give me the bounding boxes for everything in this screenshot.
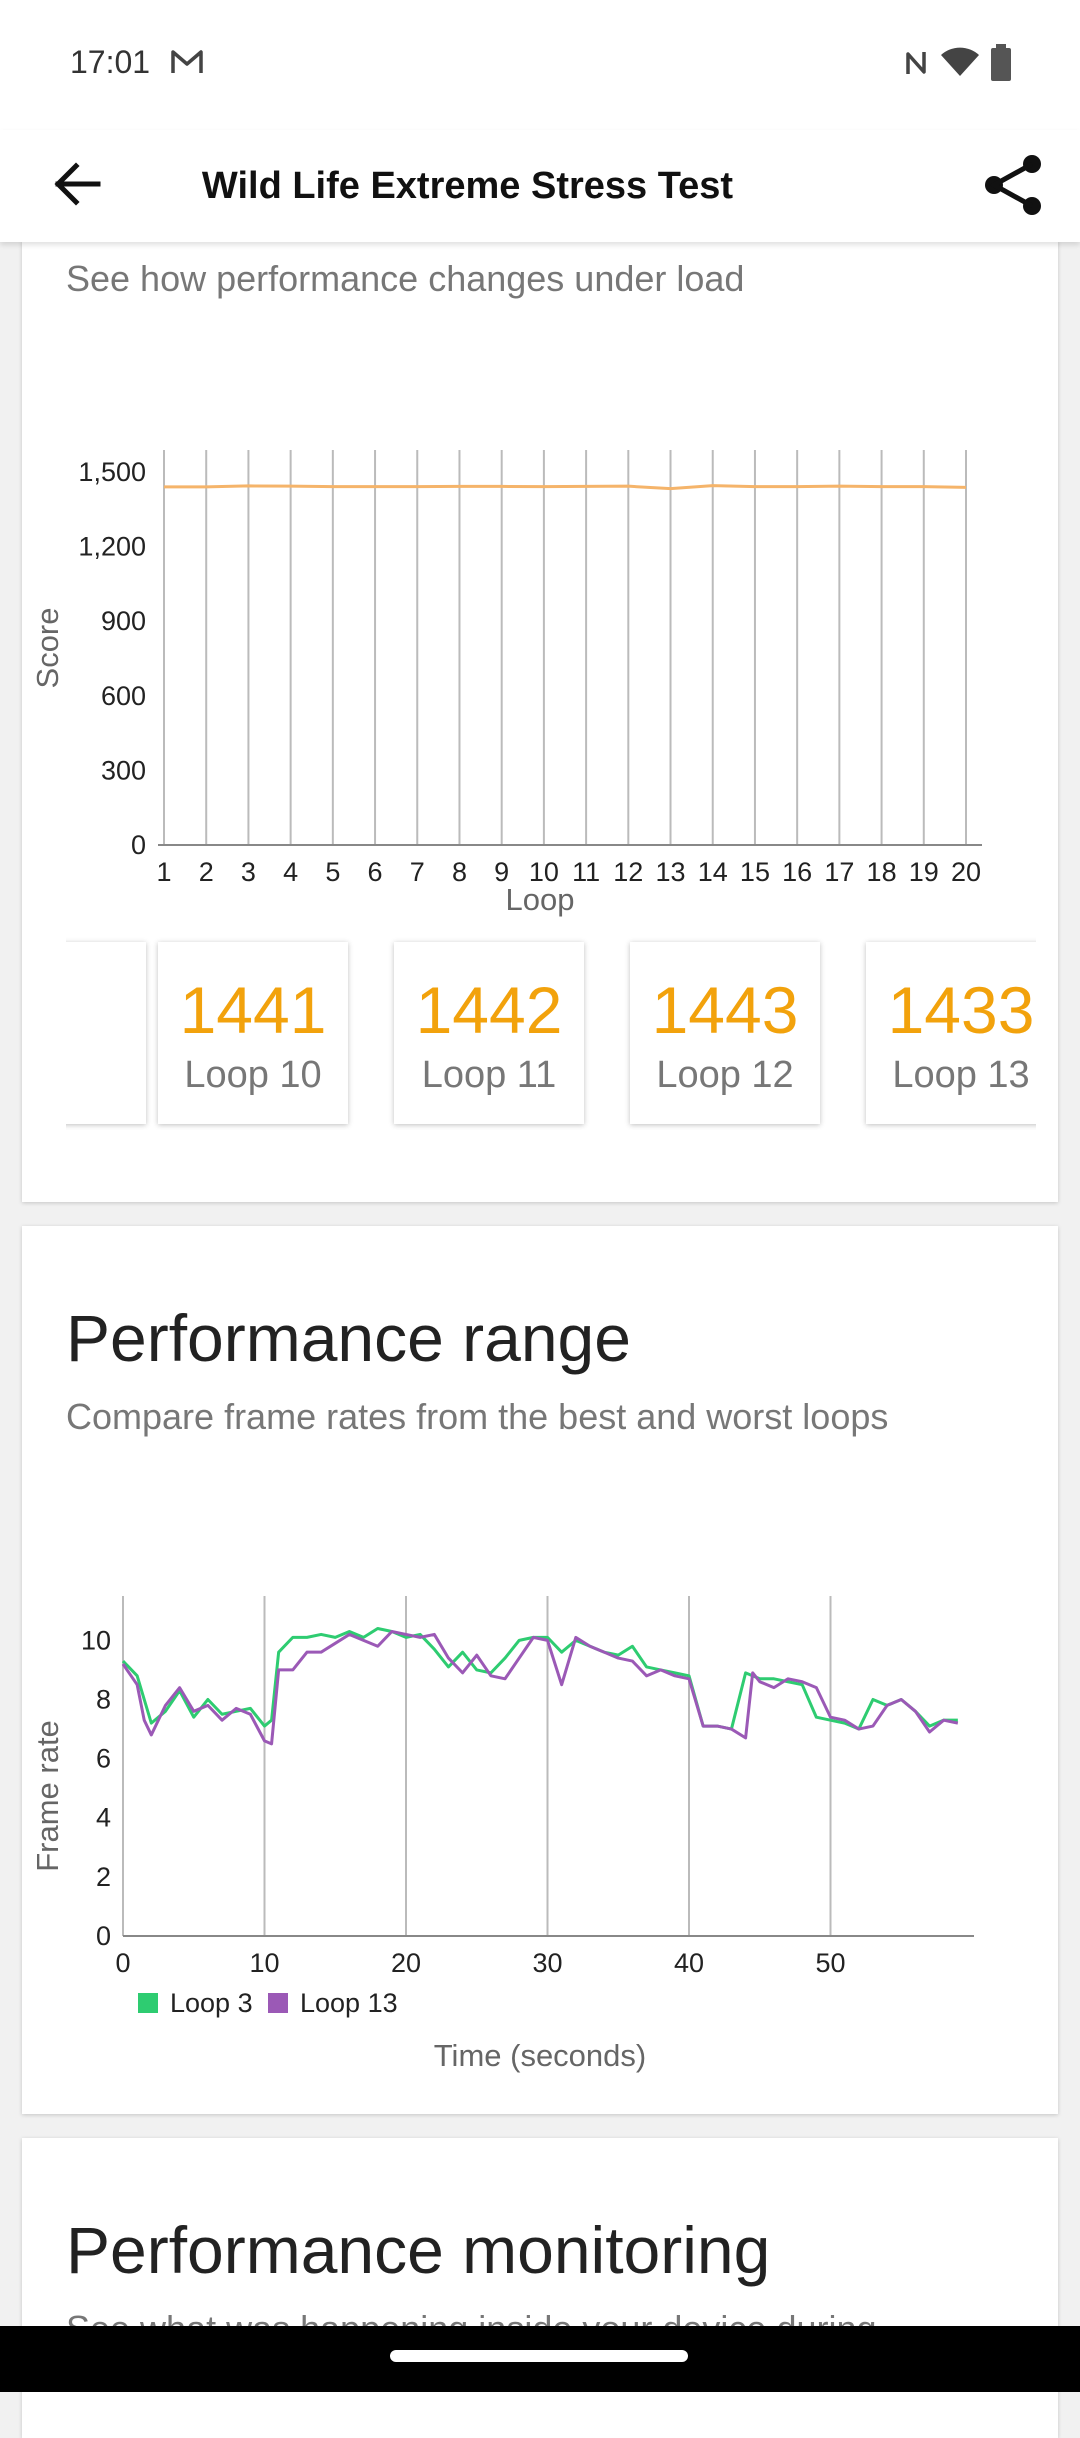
y-tick-label: 1,200 [78,532,146,562]
x-axis-label: Time (seconds) [434,2038,646,2073]
stability-card: See how performance changes under load 1… [22,240,1058,1202]
range-card: Performance range Compare frame rates fr… [22,1226,1058,2114]
y-tick-label: 8 [96,1684,111,1714]
score-value: 1442 [415,973,563,1047]
score-series-line [164,484,967,491]
x-tick-label: 19 [909,857,939,887]
y-tick-label: 4 [96,1803,111,1833]
legend-label: Loop 13 [300,1988,398,2018]
x-tick-label: 9 [494,857,509,887]
battery-icon [991,44,1011,81]
score-card[interactable]: 1433 Loop 13 [866,942,1036,1124]
x-tick-label: 3 [241,857,256,887]
home-gesture-handle[interactable] [390,2350,688,2362]
monitoring-title: Performance monitoring [66,2213,771,2287]
gmail-icon [171,50,203,73]
x-tick-label: 15 [740,857,770,887]
page-title: Wild Life Extreme Stress Test [201,165,734,207]
x-tick-label: 12 [613,857,643,887]
y-tick-label: 2 [96,1862,111,1892]
frame-rate-chart: 0 10 20 30 40 50 0 2 4 6 8 10 Loop 3 Loop 13 Time (sec… [30,1596,974,2073]
y-tick-label: 10 [81,1625,111,1655]
y-axis-label: Score [30,608,65,689]
x-tick-label: 50 [815,1948,845,1978]
score-card[interactable] [66,942,146,1124]
score-label: Loop 10 [184,1054,322,1096]
score-card[interactable]: 1441 Loop 10 [158,942,348,1124]
back-arrow-icon[interactable] [46,152,110,216]
x-tick-label: 20 [391,1948,421,1978]
y-tick-label: 300 [101,755,146,785]
x-tick-label: 4 [283,857,298,887]
y-tick-label: 0 [131,830,146,860]
stability-subtitle: See how performance changes under load [66,258,745,299]
monitoring-card: Performance monitoring See what was happ… [22,2138,1058,2438]
score-value: 1443 [651,973,799,1047]
y-tick-label: 6 [96,1744,111,1774]
score-value: 1441 [179,973,327,1047]
x-tick-label: 18 [867,857,897,887]
score-card[interactable]: 1443 Loop 12 [630,942,820,1124]
app-bar: Wild Life Extreme Stress Test [0,130,1080,242]
score-chart: 1 2 3 4 5 6 7 8 9 10 11 12 13 14 15 16 17 18 19 20030060090… [30,450,982,917]
score-card[interactable]: 1442 Loop 11 [394,942,584,1124]
nfc-icon [906,52,926,74]
x-tick-label: 5 [325,857,340,887]
series-line-2 [121,1629,959,1746]
x-tick-label: 13 [656,857,686,887]
x-tick-label: 8 [452,857,467,887]
status-bar: 17:01 [0,0,1080,130]
x-tick-label: 16 [782,857,812,887]
status-time: 17:01 [70,44,151,80]
legend-swatch [138,1993,158,2013]
score-label: Loop 13 [892,1054,1030,1096]
x-tick-label: 14 [698,857,728,887]
x-tick-label: 30 [532,1948,562,1978]
x-tick-label: 20 [951,857,981,887]
score-label: Loop 12 [656,1054,794,1096]
wifi-icon [941,47,979,76]
x-tick-label: 0 [115,1948,130,1978]
x-tick-label: 7 [410,857,425,887]
y-tick-label: 600 [101,681,146,711]
y-tick-label: 900 [101,606,146,636]
x-tick-label: 11 [572,857,600,887]
navigation-bar [0,2326,1080,2392]
y-tick-label: 0 [96,1921,111,1951]
x-tick-label: 10 [249,1948,279,1978]
score-label: Loop 11 [421,1054,557,1096]
x-tick-label: 2 [199,857,214,887]
legend-swatch [268,1993,288,2013]
range-subtitle: Compare frame rates from the best and wo… [66,1396,889,1437]
x-tick-label: 40 [674,1948,704,1978]
x-tick-label: 17 [824,857,854,887]
y-axis-label: Frame rate [30,1720,65,1872]
x-tick-label: 10 [529,857,559,887]
x-tick-label: 6 [368,857,383,887]
range-title: Performance range [66,1301,631,1375]
x-tick-label: 1 [156,857,171,887]
score-cards-strip[interactable]: 1441 Loop 10 1442 Loop 11 1443 Loop 12 1… [66,930,1036,1130]
score-value: 1433 [887,973,1035,1047]
legend-label: Loop 3 [170,1988,253,2018]
share-icon[interactable] [978,150,1048,220]
y-tick-label: 1,500 [78,457,146,487]
x-axis-label: Loop [506,882,575,917]
